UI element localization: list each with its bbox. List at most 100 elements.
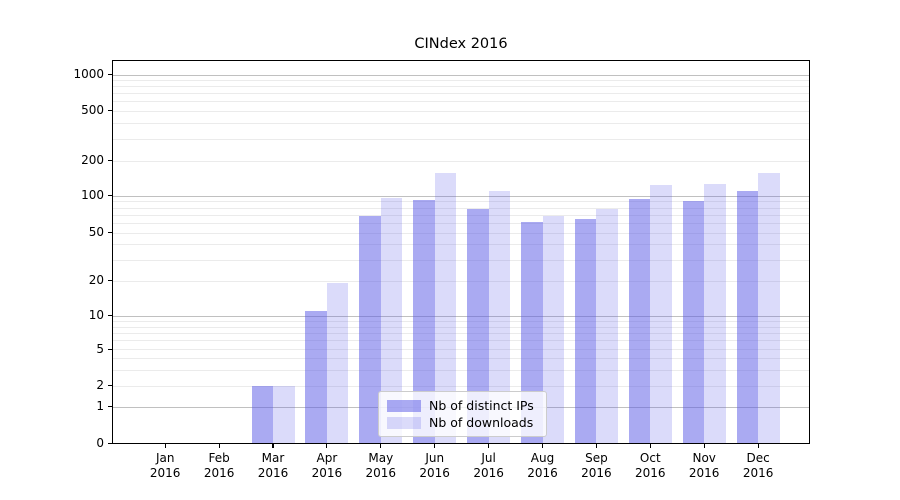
minor-gridline [113, 214, 809, 216]
minor-gridline [113, 358, 809, 360]
x-tick-mark [541, 443, 544, 448]
bar-distinct-ips [359, 215, 381, 444]
y-tick-label: 2 [96, 378, 104, 393]
y-tick-label: 1 [96, 399, 104, 414]
minor-gridline [113, 259, 809, 261]
chart-title: CINdex 2016 [414, 36, 508, 52]
legend: Nb of distinct IPs Nb of downloads [378, 391, 547, 437]
bar-distinct-ips [467, 209, 489, 444]
y-tick-mark [108, 74, 113, 76]
x-tick-label: Nov 2016 [688, 451, 720, 481]
x-tick-label: Dec 2016 [742, 451, 774, 481]
bar-downloads [273, 385, 295, 444]
x-tick-label: Feb 2016 [203, 451, 235, 481]
y-tick-label: 10 [88, 308, 104, 323]
minor-gridline [113, 223, 809, 224]
x-tick-label: Aug 2016 [527, 451, 558, 481]
minor-gridline [113, 93, 809, 95]
x-tick-mark [649, 443, 651, 448]
bar-downloads [650, 184, 672, 444]
major-gridline [113, 195, 809, 197]
x-tick-label: Apr 2016 [311, 451, 343, 481]
minor-gridline [113, 80, 809, 82]
y-tick-label: 20 [88, 273, 104, 288]
y-tick-mark [108, 160, 113, 162]
bar-distinct-ips [736, 190, 759, 444]
minor-gridline [113, 320, 809, 322]
minor-gridline [113, 101, 809, 103]
minor-gridline [113, 160, 809, 162]
bar-downloads [542, 216, 564, 444]
x-tick-label: Oct 2016 [635, 451, 666, 481]
x-tick-mark [757, 443, 759, 448]
y-tick-mark [108, 280, 113, 282]
y-tick-mark [108, 406, 113, 408]
minor-gridline [113, 369, 809, 371]
x-tick-label: May 2016 [365, 451, 397, 481]
minor-gridline [113, 385, 809, 387]
minor-gridline [113, 280, 809, 282]
bar-distinct-ips [251, 385, 273, 444]
x-tick-mark [488, 443, 490, 448]
bar-distinct-ips [413, 200, 435, 444]
bar-distinct-ips [628, 199, 651, 444]
major-gridline [113, 74, 809, 76]
bar-downloads [380, 197, 403, 444]
bar-downloads [488, 190, 511, 444]
y-tick-mark [108, 385, 113, 387]
minor-gridline [113, 138, 809, 140]
x-tick-mark [218, 443, 220, 448]
minor-gridline [113, 232, 809, 234]
minor-gridline [113, 207, 809, 209]
bar-distinct-ips [305, 310, 327, 444]
x-tick-label: Jul 2016 [473, 451, 504, 481]
bar-downloads [434, 172, 457, 444]
bar-downloads [704, 184, 726, 444]
bar-downloads [596, 209, 618, 444]
y-tick-label: 5 [96, 341, 104, 356]
y-tick-mark [108, 315, 113, 317]
x-tick-label: Jun 2016 [419, 451, 450, 481]
y-tick-label: 200 [81, 153, 104, 168]
legend-swatch-distinct-ips [387, 399, 421, 412]
minor-gridline [113, 201, 809, 203]
minor-gridline [113, 86, 809, 88]
minor-gridline [113, 349, 809, 351]
y-tick-mark [108, 442, 113, 444]
x-tick-label: Jan 2016 [149, 451, 181, 481]
legend-item-distinct-ips: Nb of distinct IPs [387, 398, 538, 413]
bar-distinct-ips [682, 200, 705, 444]
minor-gridline [113, 110, 809, 112]
bar-downloads [326, 283, 349, 444]
y-tick-label: 500 [81, 103, 104, 118]
y-tick-mark [108, 110, 113, 112]
x-tick-mark [272, 443, 274, 448]
legend-item-downloads: Nb of downloads [387, 415, 538, 430]
bar-distinct-ips [574, 218, 597, 444]
minor-gridline [113, 244, 809, 246]
minor-gridline [113, 326, 809, 328]
minor-gridline [113, 122, 809, 124]
x-tick-label: Mar 2016 [257, 451, 289, 481]
minor-gridline [113, 332, 809, 334]
y-tick-mark [108, 195, 113, 197]
x-tick-label: Sep 2016 [581, 451, 612, 481]
y-tick-label: 0 [96, 435, 104, 450]
minor-gridline [113, 340, 809, 342]
legend-swatch-downloads [387, 416, 421, 429]
y-tick-mark [108, 348, 113, 350]
x-tick-mark [434, 443, 436, 448]
y-tick-label: 1000 [73, 67, 104, 82]
x-tick-mark [164, 443, 166, 448]
y-tick-mark [108, 232, 113, 234]
x-tick-mark [380, 443, 382, 448]
x-tick-mark [326, 443, 328, 448]
legend-label-distinct-ips: Nb of distinct IPs [429, 398, 534, 413]
bar-distinct-ips [521, 222, 543, 444]
y-tick-label: 50 [88, 225, 104, 240]
x-tick-mark [703, 443, 705, 448]
legend-label-downloads: Nb of downloads [429, 415, 534, 430]
y-tick-label: 100 [81, 188, 104, 203]
bar-downloads [758, 172, 780, 444]
